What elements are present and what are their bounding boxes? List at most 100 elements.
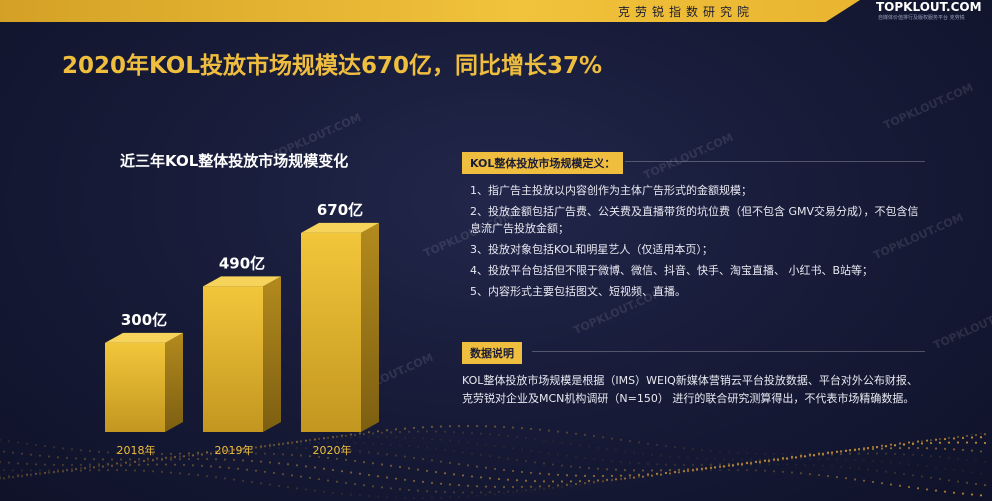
wave-dot — [641, 475, 645, 478]
wave-dot — [371, 462, 375, 465]
wave-dot — [214, 476, 218, 479]
wave-dot — [20, 469, 24, 472]
wave-dot — [308, 441, 312, 445]
wave-dot — [358, 432, 362, 435]
wave-dot — [515, 458, 519, 462]
wave-dot — [682, 463, 686, 467]
wave-dot — [628, 476, 632, 480]
wave-dot — [596, 467, 600, 470]
wave-dot — [236, 467, 240, 470]
wave-dot — [88, 463, 92, 466]
wave-dot — [722, 465, 726, 468]
wave-dot — [340, 434, 344, 437]
wave-dot — [196, 457, 200, 461]
wave-dot — [124, 469, 128, 472]
wave-dot — [479, 432, 483, 435]
wave-dot — [524, 436, 528, 440]
wave-dot — [749, 461, 753, 464]
wave-dot — [497, 477, 501, 481]
wave-dot — [871, 447, 875, 451]
wave-dot — [718, 465, 722, 468]
wave-dot — [115, 451, 119, 455]
wave-dot — [322, 467, 326, 470]
wave-dot — [187, 453, 191, 456]
wave-dot — [70, 467, 74, 471]
wave-dot — [790, 455, 794, 458]
wave-dot — [727, 451, 731, 454]
wave-dot — [92, 466, 96, 469]
wave-dot — [97, 464, 101, 467]
wave-dot — [421, 457, 425, 461]
wave-dot — [659, 454, 663, 457]
brand-subtitle: 自媒体价值排行及版权服务平台 克劳锐 — [878, 15, 965, 21]
wave-dot — [713, 466, 717, 469]
chart-title: 近三年KOL整体投放市场规模变化 — [120, 152, 349, 170]
wave-dot — [713, 458, 717, 461]
wave-dot — [160, 470, 164, 473]
wave-dot — [124, 452, 128, 455]
wave-dot — [740, 464, 744, 467]
wave-dot — [817, 457, 821, 461]
wave-dot — [664, 463, 668, 466]
wave-dot — [839, 452, 843, 456]
wave-dot — [146, 463, 150, 466]
wave-dot — [974, 433, 978, 437]
bar-chart: 300亿 2018年 490亿 2019年 670亿 2020年 — [105, 201, 379, 457]
wave-dot — [884, 445, 888, 448]
wave-dot — [916, 440, 920, 443]
wave-dot — [376, 435, 380, 439]
wave-dot — [911, 442, 915, 446]
wave-dot — [25, 473, 29, 476]
wave-dot — [961, 434, 965, 437]
wave-dot — [137, 460, 141, 463]
wave-dot — [515, 479, 519, 482]
wave-dot — [227, 448, 231, 452]
wave-dot — [169, 452, 173, 455]
wave-dot — [439, 425, 443, 428]
wave-dot — [205, 475, 209, 478]
wave-dot — [7, 475, 11, 478]
wave-dot — [461, 474, 465, 477]
wave-dot — [317, 478, 321, 481]
wave-dot — [659, 473, 663, 476]
wave-dot — [344, 481, 348, 485]
wave-dot — [587, 445, 591, 448]
wave-dot — [295, 487, 299, 490]
wave-dot — [830, 453, 834, 456]
wave-dot — [133, 460, 137, 463]
wave-dot — [511, 485, 515, 489]
wave-dot — [763, 469, 767, 472]
wave-dot — [281, 473, 285, 476]
wave-dot — [155, 463, 159, 466]
wave-dot — [880, 447, 884, 450]
wave-dot — [461, 431, 465, 434]
wave-dot — [614, 478, 618, 481]
wave-dot — [61, 470, 65, 473]
wave-dot — [925, 488, 929, 491]
wave-dot — [281, 442, 285, 445]
wave-dot — [385, 435, 389, 439]
wave-dot — [47, 469, 51, 472]
wave-dot — [493, 444, 497, 447]
wave-dot — [929, 439, 933, 442]
wave-dot — [628, 474, 632, 477]
wave-dot — [142, 460, 146, 463]
wave-dot — [745, 452, 749, 455]
wave-dot — [353, 483, 357, 486]
wave-dot — [961, 448, 965, 452]
wave-dot — [875, 469, 879, 472]
wave-dot — [547, 473, 551, 476]
wave-dot — [839, 450, 843, 453]
wave-dot — [983, 433, 987, 436]
wave-dot — [529, 449, 533, 452]
wave-dot — [619, 474, 623, 477]
wave-dot — [178, 452, 182, 455]
wave-dot — [106, 462, 110, 465]
wave-dot — [943, 437, 947, 441]
wave-dot — [326, 436, 330, 439]
wave-dot — [983, 441, 987, 445]
wave-dot — [731, 464, 735, 467]
wave-dot — [799, 452, 803, 455]
wave-dot — [533, 479, 537, 483]
wave-dot — [929, 441, 933, 445]
